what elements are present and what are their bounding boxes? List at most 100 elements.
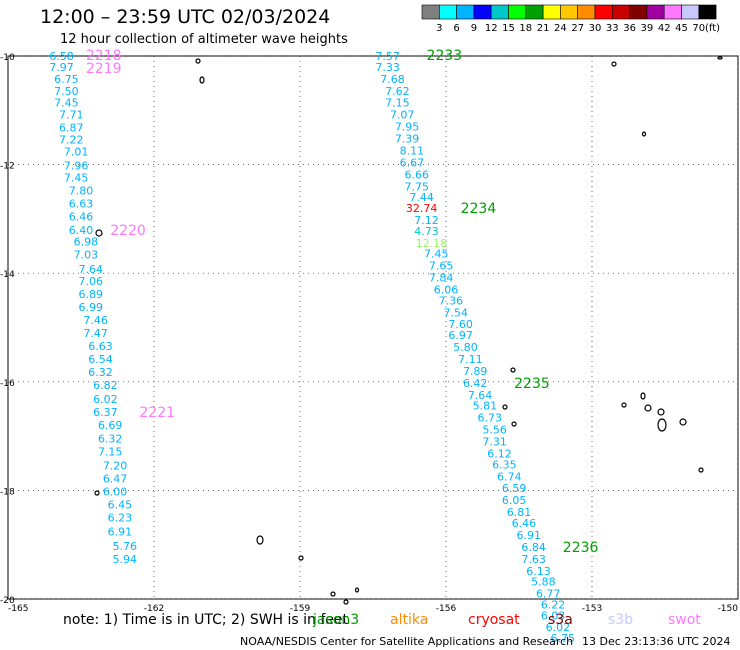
wave-height-value: 7.11: [458, 353, 483, 366]
chart-title: 12:00 – 23:59 UTC 02/03/2024: [40, 6, 331, 28]
lat-tick-label: -10: [0, 53, 15, 63]
lat-tick-label: -14: [0, 270, 15, 280]
island-outline: [657, 408, 665, 416]
island-outline: [717, 56, 723, 60]
island-outline: [510, 367, 516, 373]
wave-height-value: 6.23: [108, 512, 133, 525]
wave-height-value: 5.76: [113, 540, 138, 553]
wave-height-value: 7.07: [390, 109, 415, 122]
island-outline: [679, 418, 687, 426]
wave-height-value: 6.87: [59, 122, 84, 135]
wave-height-value: 7.95: [395, 121, 420, 134]
pass-time-label: 2219: [86, 61, 122, 77]
wave-height-value: 6.99: [78, 301, 103, 314]
colorbar-tick: 33: [606, 23, 619, 34]
colorbar-unit: (ft): [705, 23, 720, 34]
wave-height-value: 7.57: [375, 50, 400, 63]
wave-height-value: 6.45: [108, 499, 133, 512]
wave-height-value: 6.54: [88, 353, 113, 366]
wave-height-value: 6.05: [502, 494, 527, 507]
pass-time-label: 2234: [461, 201, 497, 217]
island-outline: [95, 229, 103, 237]
island-outline: [256, 535, 264, 545]
wave-height-value: 7.64: [468, 389, 493, 402]
colorbar-swatch: [698, 4, 717, 20]
wave-height-value: 6.73: [478, 412, 503, 425]
colorbar-tick: 3: [436, 23, 442, 34]
wave-height-value: 6.69: [98, 419, 123, 432]
wave-height-value: 7.80: [69, 185, 94, 198]
wave-height-value: 6.66: [405, 168, 430, 181]
wave-height-value: 6.37: [93, 406, 118, 419]
wave-height-value: 7.65: [429, 260, 454, 273]
colorbar-tick: 21: [537, 23, 550, 34]
wave-height-value: 7.03: [74, 249, 99, 262]
credit-line: NOAA/NESDIS Center for Satellite Applica…: [240, 635, 574, 648]
pass-time-label: 2220: [110, 223, 146, 239]
island-outline: [621, 402, 627, 408]
wave-height-value: 6.12: [487, 447, 512, 460]
island-outline: [195, 58, 201, 64]
island-outline: [298, 555, 304, 561]
island-outline: [502, 404, 508, 410]
wave-height-value: 5.56: [482, 424, 507, 437]
wave-height-value: 6.02: [93, 393, 118, 406]
wave-height-value: 7.47: [83, 327, 108, 340]
colorbar-tick: 42: [658, 23, 671, 34]
generation-timestamp: 13 Dec 23:13:36 UTC 2024: [582, 635, 731, 648]
colorbar-tick: 9: [471, 23, 477, 34]
wave-height-value: 6.98: [74, 236, 99, 249]
wave-height-value: 7.84: [429, 272, 454, 285]
legend-jason3: jason3: [313, 612, 360, 628]
wave-height-value: 6.13: [526, 565, 551, 578]
wave-height-value: 6.22: [541, 598, 566, 611]
wave-height-value: 6.97: [448, 329, 473, 342]
wave-height-value: 6.91: [108, 526, 133, 539]
legend-cryosat: cryosat: [468, 612, 520, 628]
island-outline: [354, 587, 360, 593]
lon-tick-label: -162: [144, 604, 164, 614]
wave-height-value: 6.63: [69, 198, 94, 211]
wave-height-value: 6.75: [54, 73, 79, 86]
island-outline: [698, 467, 704, 473]
wave-height-value: 7.75: [405, 180, 430, 193]
wave-height-value: 5.81: [473, 400, 498, 413]
colorbar-tick: 18: [519, 23, 532, 34]
wave-height-value: 7.31: [482, 436, 507, 449]
wave-height-value: 6.81: [507, 506, 532, 519]
wave-height-value: 6.75: [551, 632, 576, 645]
island-outline: [640, 392, 646, 400]
colorbar-tick: 24: [554, 23, 567, 34]
lat-tick-label: -18: [0, 487, 15, 497]
colorbar-tick: 70: [692, 23, 705, 34]
legend-swot: swot: [668, 612, 701, 628]
pass-time-label: 2236: [563, 540, 599, 556]
colorbar-tick: 12: [485, 23, 498, 34]
wave-height-value: 7.01: [64, 146, 89, 159]
wave-height-value: 7.54: [443, 306, 468, 319]
wave-height-value: 7.89: [463, 365, 488, 378]
wave-height-value: 4.73: [414, 225, 439, 238]
colorbar-tick: 30: [589, 23, 602, 34]
wave-height-value: 7.12: [414, 214, 439, 227]
colorbar-tick: 6: [453, 23, 459, 34]
wave-height-value: 8.11: [400, 144, 425, 157]
island-outline: [199, 76, 205, 84]
wave-height-value: 6.47: [103, 472, 128, 485]
lon-tick-label: -156: [436, 604, 457, 614]
wave-height-value: 6.77: [536, 588, 561, 601]
lat-tick-label: -20: [0, 596, 15, 606]
wave-height-value: 7.64: [78, 263, 103, 276]
wave-height-value: 7.45: [424, 248, 449, 261]
colorbar-tick: 27: [571, 23, 584, 34]
wave-height-value: 6.82: [93, 379, 118, 392]
wave-height-value: 7.36: [439, 294, 464, 307]
colorbar-tick: 36: [623, 23, 636, 34]
wave-height-value: 6.00: [103, 485, 128, 498]
pass-time-label: 2235: [514, 376, 550, 392]
wave-height-value: 7.62: [385, 85, 410, 98]
wave-height-value: 6.74: [497, 470, 522, 483]
wave-height-value: 5.94: [113, 553, 138, 566]
lon-tick-label: -165: [8, 604, 28, 614]
